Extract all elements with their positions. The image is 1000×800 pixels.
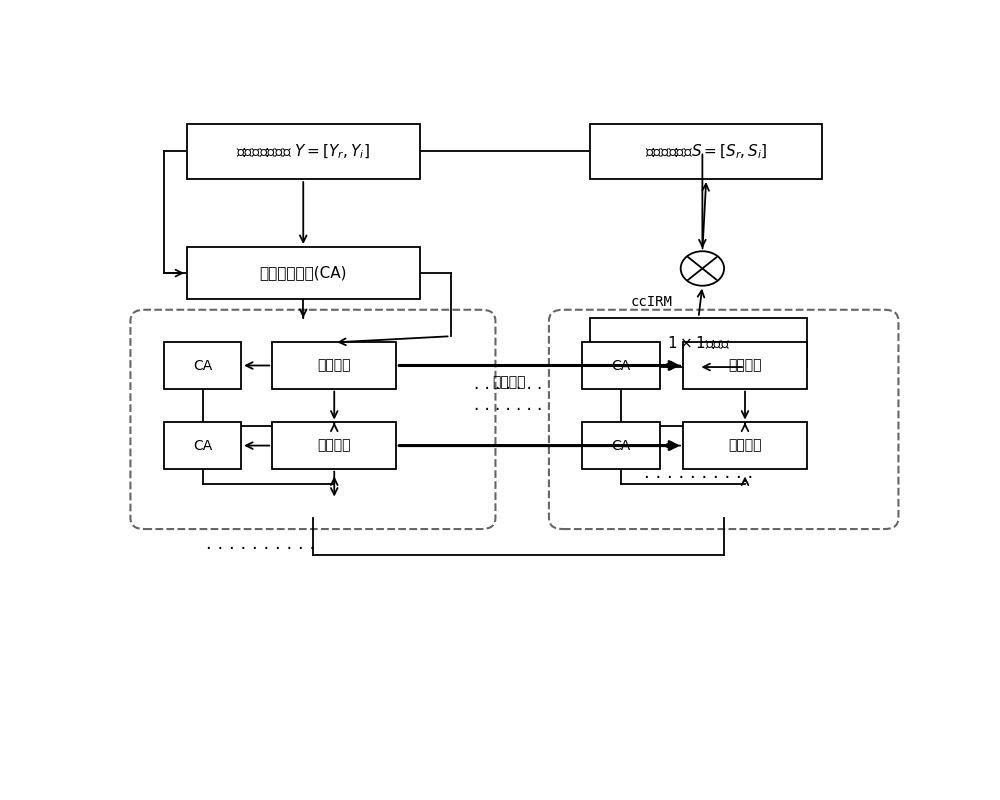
Text: 跳跃连接: 跳跃连接 [492,375,525,390]
Text: 干净语音频谱$S=[S_r,S_i]$: 干净语音频谱$S=[S_r,S_i]$ [645,142,768,161]
Text: 多通道带噪频谱 $Y=[Y_r,Y_i]$: 多通道带噪频谱 $Y=[Y_r,Y_i]$ [236,142,370,161]
FancyBboxPatch shape [187,247,420,299]
FancyBboxPatch shape [582,342,660,389]
Text: CA: CA [193,438,212,453]
FancyBboxPatch shape [272,422,396,469]
Text: 下采样层: 下采样层 [318,438,351,453]
Text: · · · · · · ·: · · · · · · · [475,401,543,419]
FancyBboxPatch shape [590,318,807,367]
Text: 通道注意力层(CA): 通道注意力层(CA) [260,266,347,281]
Text: $1\times1$卷积层: $1\times1$卷积层 [667,334,730,350]
FancyBboxPatch shape [582,422,660,469]
Text: ccIRM: ccIRM [631,295,673,310]
Text: CA: CA [611,358,631,373]
FancyBboxPatch shape [272,342,396,389]
FancyBboxPatch shape [187,124,420,179]
Circle shape [681,251,724,286]
Text: 上采样层: 上采样层 [728,438,762,453]
FancyBboxPatch shape [683,342,807,389]
FancyBboxPatch shape [164,422,241,469]
Text: 上采样层: 上采样层 [728,358,762,373]
Text: · · · · · · · · · ·: · · · · · · · · · · [644,469,753,487]
Text: CA: CA [611,438,631,453]
FancyBboxPatch shape [164,342,241,389]
Text: 下采样层: 下采样层 [318,358,351,373]
Text: · · · · · · ·: · · · · · · · [475,379,543,398]
Text: CA: CA [193,358,212,373]
FancyBboxPatch shape [590,124,822,179]
Text: · · · · · · · · · ·: · · · · · · · · · · [206,540,315,558]
FancyBboxPatch shape [683,422,807,469]
